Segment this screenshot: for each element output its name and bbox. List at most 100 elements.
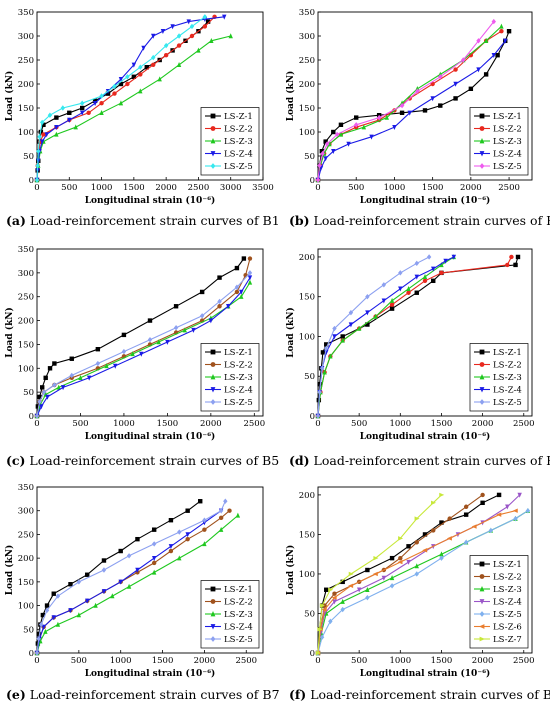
data-point-ls-z-4 bbox=[191, 327, 196, 333]
data-point-ls-z-4 bbox=[168, 544, 174, 550]
legend-marker bbox=[210, 624, 216, 630]
data-point-ls-z-5 bbox=[463, 539, 469, 546]
data-point-ls-z-2 bbox=[422, 278, 428, 284]
data-point-ls-z-1 bbox=[389, 306, 395, 311]
data-point-ls-z-3 bbox=[338, 131, 344, 137]
x-tick-label: 0 bbox=[34, 419, 39, 429]
y-tick-label: 0 bbox=[310, 412, 315, 422]
data-point-ls-z-4 bbox=[67, 117, 72, 123]
data-point-ls-z-2 bbox=[99, 101, 104, 106]
data-point-ls-z-4 bbox=[186, 19, 191, 25]
data-point-ls-z-1 bbox=[199, 289, 205, 295]
x-tick-label: 1000 bbox=[389, 419, 411, 429]
y-tick-label: 50 bbox=[23, 388, 34, 398]
data-point-ls-z-2 bbox=[151, 560, 157, 566]
data-point-ls-z-2 bbox=[463, 504, 469, 509]
data-point-ls-z-3 bbox=[130, 351, 135, 357]
data-point-ls-z-5 bbox=[199, 313, 205, 319]
data-point-ls-z-6 bbox=[496, 512, 502, 517]
x-tick-label: 0 bbox=[34, 183, 39, 193]
data-point-ls-z-5 bbox=[234, 284, 240, 290]
data-point-ls-z-2 bbox=[189, 33, 195, 39]
data-point-ls-z-1 bbox=[422, 108, 428, 113]
legend-label: LS-Z-5 bbox=[224, 635, 253, 645]
data-point-ls-z-3 bbox=[182, 327, 187, 333]
data-point-ls-z-5 bbox=[177, 529, 182, 535]
data-point-ls-z-1 bbox=[51, 591, 56, 596]
data-point-ls-z-4 bbox=[60, 385, 66, 391]
x-tick-label: 2500 bbox=[243, 419, 265, 429]
x-tick-label: 2500 bbox=[235, 656, 257, 666]
legend-label: LS-Z-2 bbox=[224, 598, 253, 608]
data-point-ls-z-4 bbox=[365, 310, 370, 316]
data-point-ls-z-1 bbox=[41, 122, 46, 127]
chart-panel-c: 0 500 1000 1500 2000 2500 0 50 100 150 200 250 300 35… bbox=[4, 245, 265, 442]
legend-label: LS-Z-5 bbox=[224, 398, 253, 408]
y-tick-label: 100 bbox=[18, 128, 34, 138]
data-point-ls-z-3 bbox=[340, 337, 345, 343]
y-tick-label: 350 bbox=[18, 483, 34, 493]
data-point-ls-z-2 bbox=[202, 527, 207, 532]
data-point-ls-z-5 bbox=[317, 162, 322, 169]
data-point-ls-z-4 bbox=[118, 579, 123, 585]
legend-label: LS-Z-1 bbox=[224, 348, 253, 358]
data-point-ls-z-4 bbox=[80, 110, 85, 116]
data-point-ls-z-3 bbox=[235, 512, 241, 518]
series-line-ls-z-1 bbox=[36, 258, 245, 417]
x-tick-label: 500 bbox=[72, 419, 88, 429]
legend-marker bbox=[210, 163, 216, 169]
data-point-ls-z-1 bbox=[354, 115, 359, 120]
x-tick-label: 1000 bbox=[110, 656, 132, 666]
data-point-ls-z-4 bbox=[451, 254, 457, 260]
data-point-ls-z-4 bbox=[222, 14, 227, 20]
data-point-ls-z-4 bbox=[160, 29, 166, 34]
data-point-ls-z-2 bbox=[202, 24, 208, 29]
legend-label: LS-Z-2 bbox=[493, 573, 522, 583]
data-point-ls-z-1 bbox=[241, 256, 247, 261]
y-tick-label: 0 bbox=[310, 176, 315, 186]
data-point-ls-z-1 bbox=[68, 582, 73, 587]
data-point-ls-z-5 bbox=[47, 112, 53, 118]
legend-marker bbox=[479, 561, 485, 567]
legend-label: LS-Z-5 bbox=[224, 162, 253, 172]
data-point-ls-z-5 bbox=[315, 413, 321, 419]
y-tick-label: 50 bbox=[304, 152, 315, 162]
data-point-ls-z-1 bbox=[69, 356, 74, 361]
data-point-ls-z-1 bbox=[323, 139, 328, 144]
data-point-ls-z-5 bbox=[138, 64, 143, 70]
data-point-ls-z-7 bbox=[348, 571, 354, 577]
data-point-ls-z-1 bbox=[205, 19, 211, 24]
data-point-ls-z-5 bbox=[247, 270, 253, 276]
data-point-ls-z-5 bbox=[426, 254, 432, 260]
legend-label: LS-Z-4 bbox=[224, 386, 253, 396]
data-point-ls-z-6 bbox=[321, 607, 327, 612]
data-point-ls-z-2 bbox=[185, 536, 190, 542]
data-point-ls-z-5 bbox=[80, 100, 85, 106]
x-tick-label: 2500 bbox=[513, 656, 535, 666]
x-tick-label: 0 bbox=[315, 419, 320, 429]
data-point-ls-z-1 bbox=[217, 275, 222, 280]
x-tick-label: 2000 bbox=[155, 183, 177, 193]
legend-marker bbox=[210, 399, 216, 405]
y-tick-label: 0 bbox=[29, 176, 34, 186]
data-point-ls-z-1 bbox=[67, 110, 72, 115]
data-point-ls-z-7 bbox=[373, 555, 379, 561]
y-tick-label: 350 bbox=[18, 245, 34, 255]
data-point-ls-z-4 bbox=[239, 289, 244, 295]
x-tick-label: 1000 bbox=[389, 656, 411, 666]
chart-panel-a: 0 500 1000 1500 2000 2500 3000 3500 0 50 100 150 200… bbox=[4, 8, 274, 206]
data-point-ls-z-5 bbox=[41, 389, 47, 395]
data-point-ls-z-5 bbox=[319, 365, 325, 371]
data-point-ls-z-1 bbox=[331, 129, 336, 135]
data-point-ls-z-4 bbox=[39, 404, 44, 410]
data-point-ls-z-5 bbox=[69, 372, 74, 379]
data-point-ls-z-3 bbox=[340, 598, 345, 604]
x-tick-label: 1500 bbox=[123, 183, 145, 193]
data-point-ls-z-5 bbox=[126, 553, 132, 559]
y-axis-label: Load (kN) bbox=[4, 545, 15, 596]
data-point-ls-z-1 bbox=[52, 361, 57, 366]
data-point-ls-z-5 bbox=[324, 141, 330, 147]
y-tick-label: 250 bbox=[299, 56, 315, 66]
data-point-ls-z-2 bbox=[509, 254, 514, 260]
data-point-ls-z-1 bbox=[168, 518, 174, 523]
